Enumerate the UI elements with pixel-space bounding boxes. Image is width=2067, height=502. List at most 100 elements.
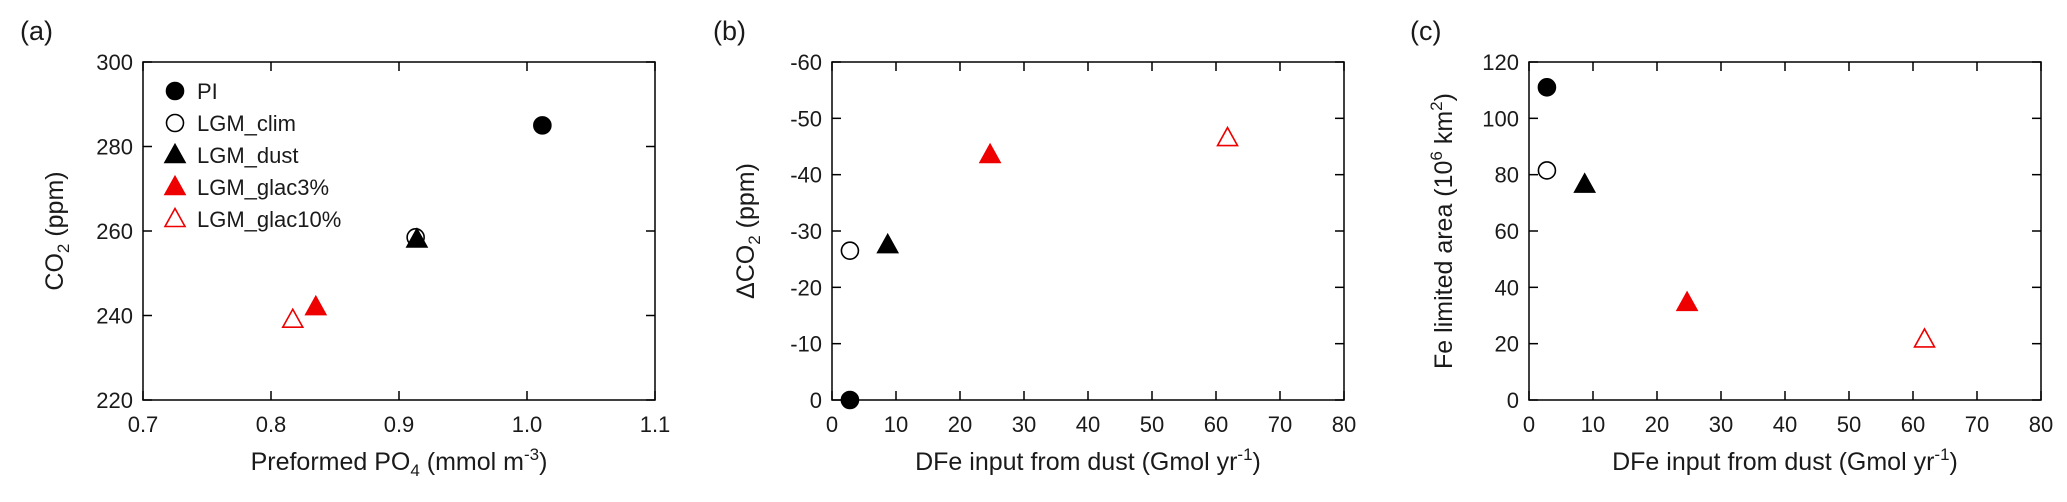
legend-marker-lgm-dust — [163, 142, 187, 164]
panel-b-xtick-label: 40 — [1076, 412, 1100, 437]
panel-a-point-lgm-glac10pct — [281, 307, 305, 329]
panel-c-xlabel: DFe input from dust (Gmol yr-1) — [1612, 445, 1958, 476]
panel-b-ylabel-sub: 2 — [745, 235, 764, 244]
legend-label-lgm-glac3pct: LGM_glac3% — [197, 175, 329, 200]
panel-a-ytick-label: 300 — [96, 50, 133, 75]
legend-label-pi: PI — [197, 79, 218, 104]
panel-c-ytick-label: 40 — [1495, 275, 1519, 300]
panel-b-ytick-label: -20 — [790, 275, 822, 300]
panel-b-xtick-label: 20 — [948, 412, 972, 437]
panel-b-ticks: 0 10 20 30 40 50 60 70 80 0 -10 -20 -30 -40 -50 -60 — [790, 50, 1356, 437]
panel-b-point-pi — [840, 390, 860, 410]
panel-b-plot-frame — [831, 61, 1345, 401]
panel-c-xtick-label: 0 — [1523, 412, 1535, 437]
panel-a-ytick-label: 240 — [96, 304, 133, 329]
panel-b-ytick-label: -50 — [790, 106, 822, 131]
panel-a-xtick-label: 0.8 — [256, 412, 287, 437]
panel-c-xtick-label: 20 — [1645, 412, 1669, 437]
panel-c-xtick-label: 60 — [1901, 412, 1925, 437]
panel-b-ytick-label: 0 — [810, 388, 822, 413]
panel-c-ytick-label: 120 — [1482, 50, 1519, 75]
panel-c-xlabel-sup: -1 — [1934, 445, 1949, 464]
panel-c-ytick-label: 0 — [1507, 388, 1519, 413]
panel-b-xtick-label: 50 — [1140, 412, 1164, 437]
panel-b-xlabel-sup: -1 — [1237, 445, 1252, 464]
legend-label-lgm-dust: LGM_dust — [197, 143, 299, 168]
panel-b-xtick-label: 30 — [1012, 412, 1036, 437]
panel-a-point-lgm-dust — [405, 227, 429, 248]
panel-c-ylabel-unit: km — [1430, 111, 1458, 151]
panel-c-marks — [1537, 78, 1936, 348]
panel-c-ylabel-sup2: 2 — [1427, 101, 1446, 110]
legend-label-lgm-glac10pct: LGM_glac10% — [197, 207, 341, 232]
panel-c-xtick-label: 40 — [1773, 412, 1797, 437]
panel-c-ylabel-close: ) — [1430, 93, 1458, 101]
panel-a-ylabel-unit: (ppm) — [41, 171, 69, 243]
panel-c-ticks: 0 10 20 30 40 50 60 70 80 0 20 40 60 80 100 120 — [1482, 50, 2053, 437]
panel-c-point-lgm-clim — [1537, 161, 1557, 180]
panel-c-xlabel-main: DFe input from dust (Gmol yr — [1612, 448, 1934, 476]
panel-a-xtick-label: 0.9 — [384, 412, 415, 437]
panel-b-point-lgm-dust — [876, 232, 900, 254]
panel-c-ytick-label: 60 — [1495, 219, 1519, 244]
panel-c-point-pi — [1537, 78, 1557, 97]
panel-c-ytick-label: 20 — [1495, 332, 1519, 357]
panel-a-point-pi — [533, 116, 552, 135]
panel-a-xlabel-main: Preformed PO — [251, 448, 411, 476]
panel-c-plot-frame — [1528, 61, 2042, 401]
panel-c-ylabel-sup1: 6 — [1427, 151, 1446, 160]
panel-a-label: (a) — [20, 16, 53, 46]
panel-b-xtick-label: 60 — [1204, 412, 1228, 437]
panel-a-ytick-label: 260 — [96, 219, 133, 244]
legend-marker-lgm-glac10pct — [163, 206, 187, 228]
panel-c-xtick-label: 10 — [1581, 412, 1605, 437]
legend-marker-pi — [165, 81, 185, 101]
panel-a-ticks: 0.7 0.8 0.9 1.0 1.1 220 240 260 280 300 — [96, 50, 670, 437]
panel-a-xtick-label: 0.7 — [128, 412, 159, 437]
panel-b-xtick-label: 10 — [884, 412, 908, 437]
panel-c-ytick-label: 100 — [1482, 106, 1519, 131]
legend-label-lgm-clim: LGM_clim — [197, 111, 296, 136]
panel-a-xlabel-close: ) — [539, 448, 547, 476]
panel-b: (b) 0 10 20 30 40 50 60 70 80 0 -10 -20 -30 -40 -50 -60… — [713, 16, 1356, 476]
panel-c-point-lgm-glac3pct — [1675, 290, 1699, 312]
panel-a-xtick-label: 1.1 — [640, 412, 671, 437]
panel-a-ylabel-sub: 2 — [54, 244, 73, 253]
panel-c-xtick-label: 50 — [1837, 412, 1861, 437]
panel-b-ylabel: ΔCO2 (ppm) — [732, 163, 764, 299]
panel-c-ylabel-main: Fe limited area (10 — [1430, 161, 1458, 369]
panel-c-xtick-label: 70 — [1965, 412, 1989, 437]
panel-a-legend: PI LGM_clim LGM_dust LGM_glac3% LGM_glac10% — [163, 79, 341, 232]
panel-c-ytick-label: 80 — [1495, 163, 1519, 188]
panel-c-point-lgm-glac10pct — [1913, 327, 1936, 348]
panel-a-xlabel: Preformed PO4 (mmol m-3) — [251, 445, 548, 480]
panel-b-ylabel-unit: (ppm) — [732, 163, 760, 235]
panel-a-xtick-label: 1.0 — [512, 412, 543, 437]
panel-a-marks — [281, 116, 552, 329]
panel-a-point-lgm-glac3pct — [304, 294, 328, 316]
panel-b-xtick-label: 70 — [1268, 412, 1292, 437]
panel-b-ytick-label: -60 — [790, 50, 822, 75]
panel-b-ylabel-main: ΔCO — [732, 245, 760, 299]
panel-b-xlabel-main: DFe input from dust (Gmol yr — [915, 448, 1237, 476]
panel-b-ytick-label: -10 — [790, 332, 822, 357]
panel-a-ytick-label: 220 — [96, 388, 133, 413]
panel-b-point-lgm-glac3pct — [978, 142, 1002, 164]
panel-b-xtick-label: 0 — [826, 412, 838, 437]
panel-b-ytick-label: -40 — [790, 163, 822, 188]
panel-b-label: (b) — [713, 16, 746, 46]
panel-a-xlabel-sup: -3 — [524, 445, 539, 464]
panel-c-ylabel: Fe limited area (106 km2) — [1427, 93, 1458, 369]
panel-b-ytick-label: -30 — [790, 219, 822, 244]
panel-c-xlabel-close: ) — [1950, 448, 1958, 476]
panel-a-xlabel-sub: 4 — [410, 461, 419, 480]
legend-marker-lgm-glac3pct — [163, 174, 187, 196]
panel-b-point-lgm-glac10pct — [1216, 125, 1239, 147]
panel-b-point-lgm-clim — [840, 241, 860, 261]
panel-a-xlabel-unit: (mmol m — [420, 448, 524, 476]
panel-a-ylabel: CO2 (ppm) — [41, 171, 73, 290]
panel-c-point-lgm-dust — [1573, 172, 1597, 193]
panel-c: (c) 0 10 20 30 40 50 60 70 80 0 20 40 60 80 100 120 DFe… — [1410, 16, 2053, 476]
